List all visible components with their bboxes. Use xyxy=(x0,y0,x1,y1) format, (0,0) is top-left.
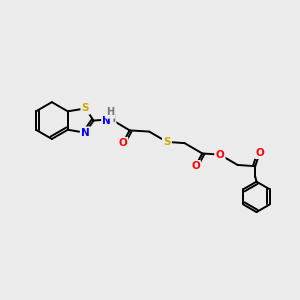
Text: H: H xyxy=(106,107,114,118)
Text: O: O xyxy=(118,138,127,148)
Text: S: S xyxy=(163,137,171,147)
Text: N: N xyxy=(102,116,111,126)
Text: O: O xyxy=(191,161,200,171)
Text: N: N xyxy=(81,128,90,138)
Text: S: S xyxy=(82,103,89,113)
Text: H: H xyxy=(107,114,115,124)
Text: O: O xyxy=(255,148,264,158)
Text: O: O xyxy=(215,150,224,160)
